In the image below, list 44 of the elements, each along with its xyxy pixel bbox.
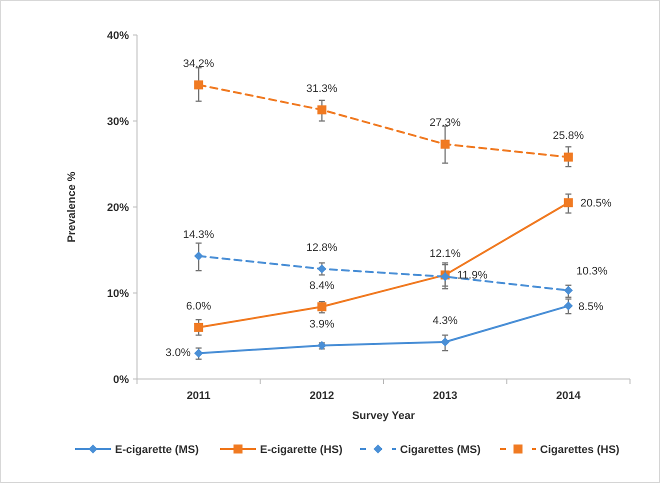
y-tick-label: 40%	[106, 30, 130, 42]
data-label: 20.5%	[580, 198, 612, 210]
x-tick-label: 2014	[556, 390, 582, 402]
legend-label: E-cigarette (HS)	[260, 444, 343, 456]
point	[317, 105, 326, 114]
legend-label: Cigarettes (HS)	[540, 444, 620, 456]
x-axis-title: Survey Year	[352, 410, 416, 422]
data-label: 6.0%	[186, 300, 212, 312]
point	[317, 264, 326, 274]
point	[564, 286, 573, 295]
point	[194, 252, 204, 261]
y-tick-label: 20%	[106, 202, 130, 214]
legend-label: E-cigarette (MS)	[115, 444, 200, 456]
y-tick-label: 10%	[106, 288, 130, 300]
data-label: 25.8%	[552, 130, 584, 142]
data-label: 8.4%	[309, 280, 335, 292]
point	[194, 80, 204, 90]
legend-label: Cigarettes (MS)	[400, 444, 482, 456]
y-tick-label: 30%	[106, 116, 130, 128]
data-label: 12.1%	[430, 248, 461, 260]
x-tick-label: 2013	[432, 390, 458, 402]
point	[564, 152, 573, 162]
data-label: 27.3%	[430, 117, 461, 130]
point	[564, 198, 573, 208]
data-label: 3.0%	[166, 347, 191, 360]
point	[440, 140, 450, 149]
data-label: 31.3%	[306, 82, 338, 95]
point	[194, 348, 204, 358]
y-axis-title: Prevalence %	[66, 171, 78, 242]
point	[440, 338, 450, 347]
data-label: 11.9%	[457, 270, 488, 282]
x-tick-label: 2012	[310, 390, 334, 402]
x-tick-label: 2011	[186, 390, 211, 402]
data-label: 8.5%	[578, 300, 604, 313]
data-label: 34.2%	[183, 58, 214, 70]
point	[564, 301, 573, 310]
data-label: 4.3%	[432, 315, 458, 328]
data-label: 3.9%	[309, 318, 335, 330]
point	[317, 302, 326, 312]
data-label: 14.3%	[183, 229, 214, 242]
y-tick-label: 0%	[113, 374, 130, 386]
data-label: 10.3%	[576, 265, 608, 278]
data-label: 12.8%	[306, 242, 338, 254]
point	[194, 322, 204, 332]
